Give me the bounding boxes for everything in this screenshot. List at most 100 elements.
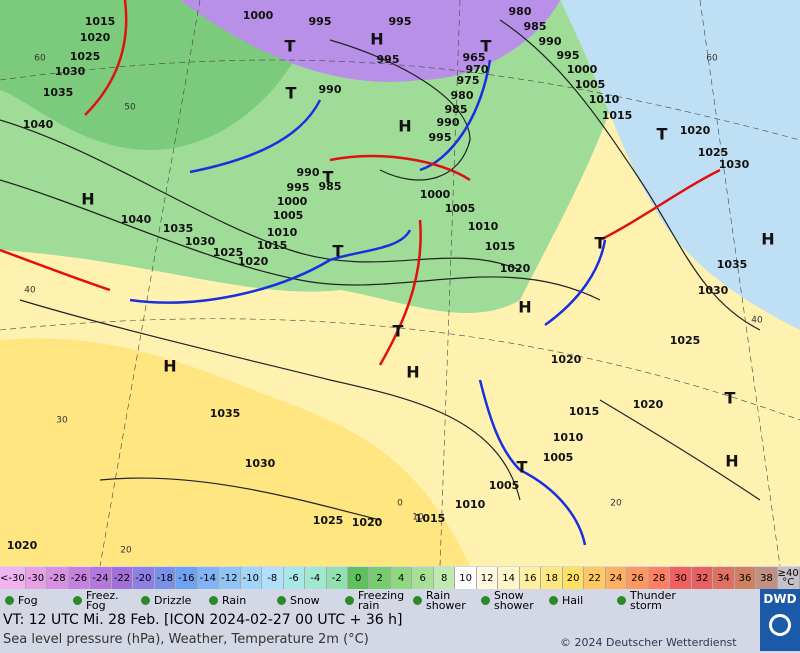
legend-item: Fog [0, 595, 68, 606]
temperature-label: 40 [751, 316, 763, 326]
isobar-label: 1030 [55, 65, 86, 78]
pressure-center: T [517, 458, 528, 477]
scale-cell: 6 [412, 567, 434, 589]
isobar-label: 1030 [719, 158, 750, 171]
scale-cell: -14 [197, 567, 220, 589]
scale-cell: -2 [326, 567, 348, 589]
temperature-label: 60 [706, 54, 718, 64]
scale-cell: 28 [648, 567, 671, 589]
legend-item: Drizzle [136, 595, 204, 606]
legend-item: Hail [544, 595, 612, 606]
very-cold-area [180, 0, 560, 82]
pressure-center: T [725, 389, 736, 408]
isobar-label: 995 [287, 181, 310, 194]
isobar-label: 990 [319, 83, 342, 96]
scale-cell: 10 [455, 567, 477, 589]
isobar-label: 975 [457, 74, 480, 87]
isobar-label: 1005 [489, 479, 520, 492]
isobar-label: 1040 [23, 118, 54, 131]
pressure-center: H [370, 30, 383, 49]
isobar-label: 1025 [70, 50, 101, 63]
isobar-label: 980 [509, 5, 532, 18]
isobar-label: 1005 [543, 451, 574, 464]
pressure-center: H [398, 117, 411, 136]
scale-cell: <-30 [0, 567, 26, 589]
scale-cell: 38 [756, 567, 778, 589]
scale-cell: ≥40 °C [777, 567, 800, 589]
isobar-label: 1010 [267, 226, 298, 239]
isobar-label: 1035 [210, 407, 241, 420]
isobar-label: 990 [437, 116, 460, 129]
legend-item: Rain shower [408, 590, 476, 611]
scale-cell: 2 [369, 567, 391, 589]
pressure-center: T [393, 322, 404, 341]
scale-cell: 32 [691, 567, 714, 589]
pressure-center: T [657, 125, 668, 144]
isobar-label: 1025 [213, 246, 244, 259]
pressure-center: T [286, 84, 297, 103]
isobar-label: 1010 [553, 431, 584, 444]
scale-cell: -24 [90, 567, 112, 589]
isobar-label: 965 [463, 51, 486, 64]
isobar-label: 1025 [313, 514, 344, 527]
isobar-label: 1025 [670, 334, 701, 347]
isobar-label: 985 [445, 103, 468, 116]
legend-item: Freezing rain [340, 590, 408, 611]
pressure-center: H [725, 452, 738, 471]
isobar-label: 985 [319, 180, 342, 193]
scale-cell: 12 [476, 567, 499, 589]
isobar-label: 1035 [717, 258, 748, 271]
cool-area [560, 0, 800, 330]
scale-cell: 34 [713, 567, 735, 589]
scale-cell: -22 [111, 567, 134, 589]
scale-cell: -20 [133, 567, 155, 589]
scale-cell: -4 [305, 567, 327, 589]
scale-cell: -26 [68, 567, 91, 589]
isobars [0, 19, 761, 521]
isobar-label: 985 [524, 20, 547, 33]
temperature-label: 10 [412, 513, 424, 523]
legend-item: Snow shower [476, 590, 544, 611]
isobar-label: 1000 [243, 9, 274, 22]
temperature-label: 40 [24, 286, 36, 296]
isobar-label: 1000 [420, 188, 451, 201]
scale-cell: 30 [670, 567, 692, 589]
isobar-label: 990 [539, 35, 562, 48]
scale-cell: 0 [347, 567, 370, 589]
temperature-label: 20 [610, 499, 622, 509]
isobar-label: 1020 [80, 31, 111, 44]
pressure-center: H [761, 230, 774, 249]
scale-cell: 18 [541, 567, 563, 589]
isobar-label: 1015 [415, 512, 446, 525]
isobar-label: 995 [389, 15, 412, 28]
scale-cell: 14 [498, 567, 520, 589]
pressure-center: H [406, 363, 419, 382]
valid-time: VT: 12 UTC Mi. 28 Feb. [ICON 2024-02-27 … [3, 612, 403, 628]
legend-item: Rain [204, 595, 272, 606]
description: Sea level pressure (hPa), Weather, Tempe… [3, 632, 369, 647]
scale-cell: 22 [584, 567, 606, 589]
isobar-label: 1020 [633, 398, 664, 411]
isobar-label: 1020 [551, 353, 582, 366]
isobar-label: 1030 [698, 284, 729, 297]
isobar-label: 1025 [698, 146, 729, 159]
weather-legend: Fog Freez. Fog Drizzle Rain Snow Freezing rai… [0, 589, 760, 612]
scale-cell: -8 [262, 567, 284, 589]
scale-cell: -6 [283, 567, 306, 589]
isobar-label: 1020 [238, 255, 269, 268]
scale-cell: -16 [176, 567, 198, 589]
isobar-label: 1010 [589, 93, 620, 106]
isobar-label: 1015 [569, 405, 600, 418]
isobar-label: 1035 [43, 86, 74, 99]
isobar-label: 995 [557, 49, 580, 62]
isobar-label: 1030 [245, 457, 276, 470]
isobar-label: 1010 [468, 220, 499, 233]
isobar-label: 1015 [602, 109, 633, 122]
graticule [0, 0, 800, 566]
legend-item: Snow [272, 595, 340, 606]
isobar-label: 995 [429, 131, 452, 144]
legend-item: Thunder storm [612, 590, 680, 611]
pressure-center: H [81, 190, 94, 209]
scale-cell: -10 [240, 567, 263, 589]
